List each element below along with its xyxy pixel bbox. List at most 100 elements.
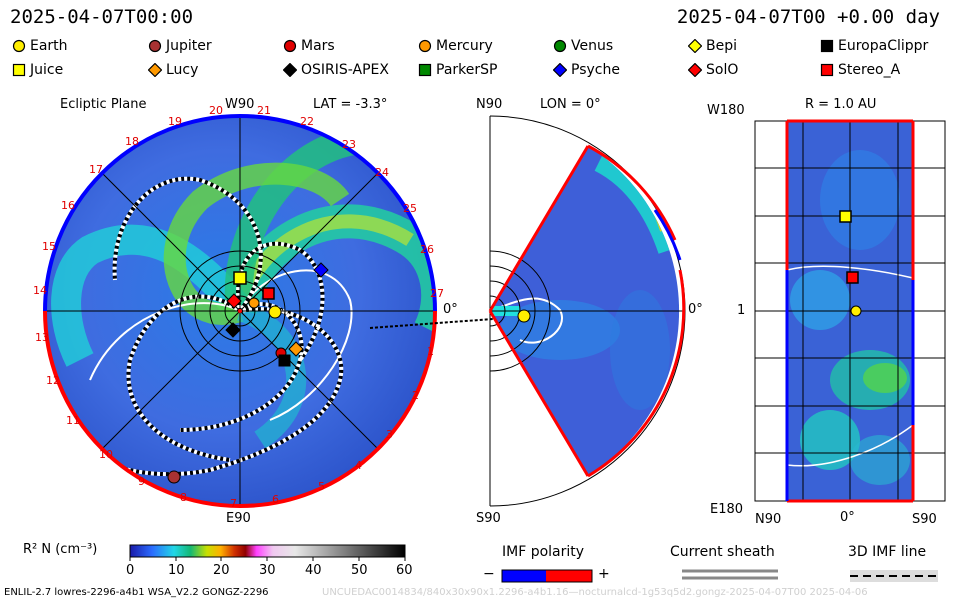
panel2-top-label: N90 <box>476 97 503 112</box>
panel1-bottom-label: E90 <box>226 511 251 526</box>
sector-number: 9 <box>138 475 145 488</box>
sector-number: 17 <box>89 163 103 176</box>
imf-title: IMF polarity <box>502 544 585 560</box>
legend-item-mercury: Mercury <box>418 38 493 54</box>
panel2-bottom-label: S90 <box>476 511 501 526</box>
sector-number: 4 <box>355 459 362 472</box>
panel1-lat-label: LAT = -3.3° <box>313 97 388 112</box>
sector-number: 16 <box>61 199 75 212</box>
legend-label: OSIRIS-APEX <box>301 62 389 78</box>
diamond-icon <box>688 63 702 77</box>
sector-number: 20 <box>209 104 223 117</box>
legend-item-osiris-apex: OSIRIS-APEX <box>283 62 389 78</box>
circle-icon <box>148 39 162 53</box>
juice-marker <box>233 271 247 285</box>
sector-number: 19 <box>168 115 182 128</box>
mercury-marker <box>248 297 260 309</box>
legend-item-psyche: Psyche <box>553 62 620 78</box>
diamond-icon <box>688 39 702 53</box>
earth-marker-map <box>850 305 862 317</box>
imf-minus: − <box>483 566 495 582</box>
circle-icon <box>12 39 26 53</box>
square-icon <box>12 63 26 77</box>
meridional-wedge <box>488 115 686 507</box>
sector-number: 7 <box>230 497 237 510</box>
circle-icon <box>418 39 432 53</box>
colorbar-tick: 40 <box>305 563 322 578</box>
legend-item-solo: SolO <box>688 62 738 78</box>
legend-item-mars: Mars <box>283 38 335 54</box>
imf-positive-swatch <box>546 570 592 582</box>
timestamp-left: 2025-04-07T00:00 <box>10 6 194 28</box>
square-icon <box>820 63 834 77</box>
legend-item-jupiter: Jupiter <box>148 38 212 54</box>
square-icon <box>418 63 432 77</box>
legend-label: Venus <box>571 38 614 54</box>
legend-label: ParkerSP <box>436 62 498 78</box>
stereo-a-marker-map <box>846 271 859 284</box>
legend-label: Mars <box>301 38 335 54</box>
psyche-marker <box>313 262 329 278</box>
osiris-apex-marker <box>225 322 241 338</box>
sector-number: 8 <box>180 491 187 504</box>
circle-icon <box>553 39 567 53</box>
colorbar-tick: 20 <box>213 563 230 578</box>
colorbar-label: R² N (cm⁻³) <box>23 542 98 557</box>
colorbar-tick: 30 <box>259 563 276 578</box>
sector-number: 25 <box>403 202 417 215</box>
panel3-x-mid: 0° <box>840 510 855 525</box>
panel3-r-label: R = 1.0 AU <box>805 97 877 112</box>
sector-number: 26 <box>420 243 434 256</box>
legend-item-stereo-a: Stereo_A <box>820 62 900 78</box>
stereo-a-marker <box>262 287 275 300</box>
legend-item-bepi: Bepi <box>688 38 737 54</box>
legend-item-juice: Juice <box>12 62 63 78</box>
sector-number: 1 <box>427 345 434 358</box>
sector-number: 12 <box>46 374 60 387</box>
legend-label: SolO <box>706 62 739 78</box>
legend-item-venus: Venus <box>553 38 613 54</box>
footer-right: UNCUEDAC0014834/840x30x90x1.2296-a4b1.16… <box>322 587 868 598</box>
earth-marker <box>268 305 282 319</box>
lucy-marker <box>288 341 304 357</box>
footer-left: ENLIL-2.7 lowres-2296-a4b1 WSA_V2.2 GONG… <box>4 587 269 598</box>
legend-item-earth: Earth <box>12 38 68 54</box>
sector-number: 6 <box>272 493 279 506</box>
sector-number: 3 <box>386 428 393 441</box>
panel1-top-label: W90 <box>225 97 255 112</box>
panel3-bottom-left: E180 <box>710 502 744 517</box>
europa-clipper-marker <box>278 354 291 367</box>
jupiter-marker <box>167 470 181 484</box>
ecliptic-objects <box>167 262 329 484</box>
sector-number: 13 <box>35 331 49 344</box>
juice-marker-map <box>839 210 852 223</box>
sector-number: 24 <box>375 166 389 179</box>
legend-item-europaclippr: EuropaClippr <box>820 38 928 54</box>
sector-number: 18 <box>125 135 139 148</box>
sector-number: 22 <box>300 115 314 128</box>
diamond-icon <box>148 63 162 77</box>
legend-label: Bepi <box>706 38 737 54</box>
imf-negative-swatch <box>502 570 546 582</box>
panel3-mid-left: 1 <box>737 303 746 318</box>
sheath-title: Current sheath <box>670 544 775 560</box>
panel3-top-left: W180 <box>707 103 745 118</box>
legend-label: Lucy <box>166 62 199 78</box>
sector-number: 10 <box>99 448 113 461</box>
panel2-lon-label: LON = 0° <box>540 97 601 112</box>
sector-number: 11 <box>66 414 80 427</box>
legend-label: Earth <box>30 38 68 54</box>
sector-number: 14 <box>33 284 47 297</box>
legend-label: Stereo_A <box>838 62 901 78</box>
sector-number: 5 <box>318 480 325 493</box>
panel1-title: Ecliptic Plane <box>60 97 147 112</box>
diamond-icon <box>553 63 567 77</box>
sector-number: 15 <box>42 240 56 253</box>
legend-item-lucy: Lucy <box>148 62 198 78</box>
timestamp-right: 2025-04-07T00 +0.00 day <box>676 6 940 28</box>
colorbar-tick: 50 <box>351 563 368 578</box>
legend-label: Juice <box>30 62 64 78</box>
solo-marker <box>226 293 242 309</box>
colorbar-ticks <box>129 557 406 561</box>
